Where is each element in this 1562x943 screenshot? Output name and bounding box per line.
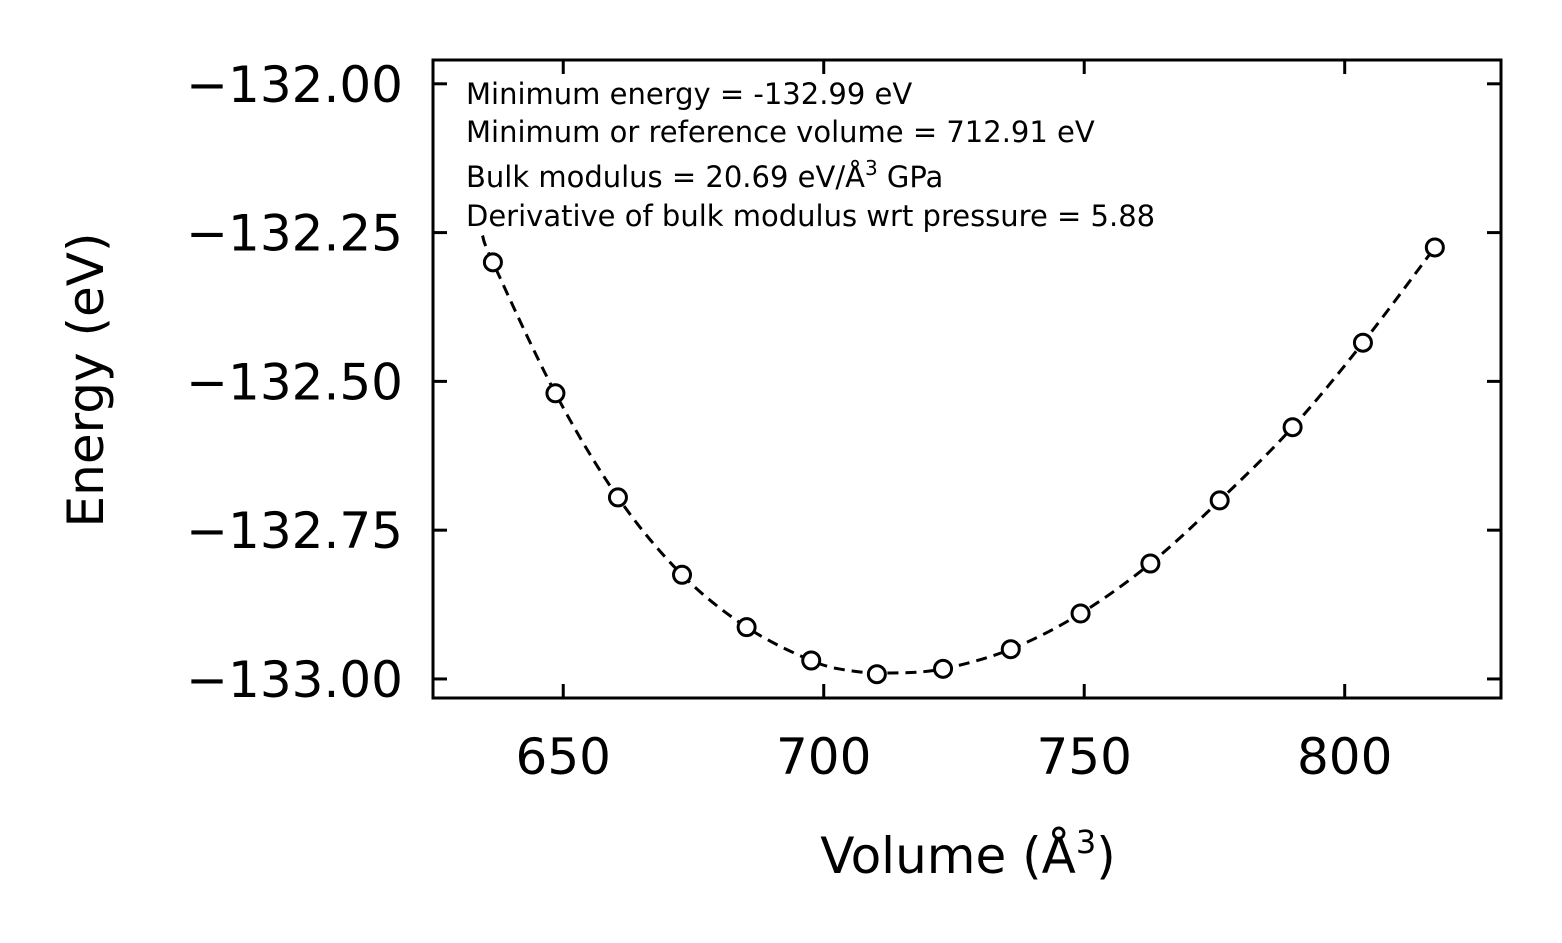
plot-frame xyxy=(431,58,1503,700)
data-point xyxy=(1209,490,1230,511)
data-points xyxy=(482,237,1445,685)
y-tick-label: −132.00 xyxy=(186,56,403,114)
data-point xyxy=(1000,639,1021,660)
data-point xyxy=(1140,553,1161,574)
fit-curve xyxy=(481,235,1437,675)
data-point xyxy=(866,664,887,685)
annotation-bulk-modulus: Bulk modulus = 20.69 eV/Å3 GPa xyxy=(466,156,943,194)
data-point xyxy=(545,383,566,404)
x-tick-label: 800 xyxy=(1297,728,1392,786)
annotation-min-volume: Minimum or reference volume = 712.91 eV xyxy=(466,115,1095,149)
data-point xyxy=(801,650,822,671)
y-axis-label: Energy (eV) xyxy=(57,233,115,528)
x-tick-label: 650 xyxy=(516,728,611,786)
data-point xyxy=(1070,603,1091,624)
y-tick-label: −132.25 xyxy=(186,205,403,263)
data-point xyxy=(482,252,503,273)
annotation-min-energy: Minimum energy = -132.99 eV xyxy=(466,77,912,111)
data-point xyxy=(1424,237,1445,258)
x-axis-label: Volume (Å3) xyxy=(820,823,1115,885)
y-tick-label: −132.50 xyxy=(186,353,403,411)
data-point xyxy=(1352,332,1373,353)
data-point xyxy=(933,658,954,679)
annotation-bulk-modulus-derivative: Derivative of bulk modulus wrt pressure … xyxy=(466,199,1155,233)
x-tick-label: 700 xyxy=(776,728,871,786)
y-tick-label: −133.00 xyxy=(186,651,403,709)
fit-annotations: Minimum energy = -132.99 eV Minimum or r… xyxy=(466,77,1155,233)
data-point xyxy=(672,564,693,585)
x-tick-label: 750 xyxy=(1037,728,1132,786)
x-axis-ticks: 650 700 750 800 xyxy=(516,60,1392,786)
data-point xyxy=(736,617,757,638)
y-tick-label: −132.75 xyxy=(186,502,403,560)
data-point xyxy=(607,487,628,508)
data-point xyxy=(1282,417,1303,438)
y-axis-ticks: −132.00 −132.25 −132.50 −132.75 −133.00 xyxy=(186,56,1501,709)
